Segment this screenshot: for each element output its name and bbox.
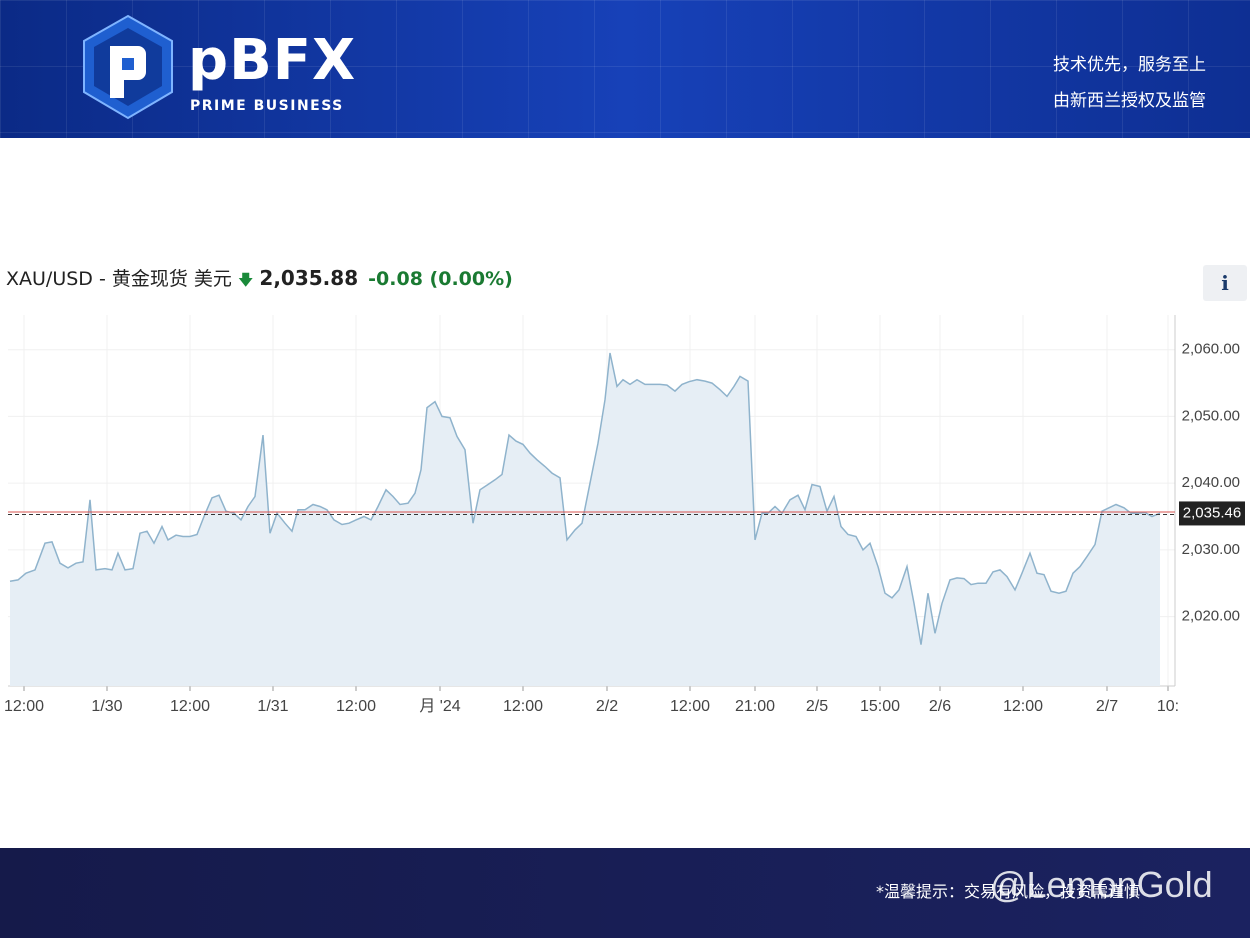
price-label-box [1179, 501, 1245, 526]
footer: *温馨提示：交易有风险，投资需谨慎 @LemonGold [0, 848, 1250, 938]
info-button[interactable]: i [1203, 265, 1247, 301]
change: -0.08 (0.00%) [368, 268, 513, 290]
x-tick-label: 21:00 [735, 698, 775, 715]
x-tick-label: 12:00 [503, 698, 543, 715]
logo-icon [83, 14, 173, 120]
chart-title: XAU/USD - 黄金现货 美元 [6, 268, 232, 290]
x-tick-label: 12:00 [4, 698, 44, 715]
y-tick-label: 2,030.00 [1182, 541, 1240, 558]
line [9, 352, 1161, 645]
x-tick-label: 12:00 [336, 698, 376, 715]
x-tick-label: 2/6 [929, 698, 951, 715]
y-tick-label: 2,050.00 [1182, 407, 1240, 424]
down-arrow: 🡇 [237, 271, 254, 289]
x-tick-label: 1/31 [257, 698, 288, 715]
price: 2,035.88 [259, 266, 359, 290]
logo-text: pBFX [188, 28, 357, 93]
x-tick-label: 15:00 [860, 698, 900, 715]
x-tick-label: 12:00 [670, 698, 710, 715]
y-tick-label: 2,040.00 [1182, 474, 1240, 491]
notice: *温馨提示：交易有风险，投资需谨慎 [876, 882, 1141, 901]
x-tick-label: 1/30 [91, 698, 122, 715]
logo-subtext: PRIME BUSINESS [190, 98, 344, 114]
header: pBFX PRIME BUSINESS 技术优先，服务至上 由新西兰授权及监管 [0, 0, 1250, 138]
area [10, 353, 1160, 686]
watermark: @LemonGold [990, 864, 1213, 905]
x-tick-label: 2/5 [806, 698, 828, 715]
price-label: 2,035.46 [1183, 504, 1241, 521]
x-tick-label: 12:00 [170, 698, 210, 715]
x-tick-label: 2/2 [596, 698, 618, 715]
quote-line: XAU/USD - 黄金现货 美元 🡇 2,035.88 -0.08 (0.00… [6, 264, 513, 295]
x-tick-label: 10: [1157, 698, 1179, 715]
y-tick-label: 2,020.00 [1182, 608, 1240, 625]
y-tick-label: 2,060.00 [1182, 341, 1240, 358]
slogan: 由新西兰授权及监管 [1053, 91, 1206, 111]
x-tick-label: 12:00 [1003, 698, 1043, 715]
slogan: 技术优先，服务至上 [1053, 55, 1206, 75]
x-tick-label: 月 '24 [419, 698, 460, 715]
x-tick-label: 2/7 [1096, 698, 1118, 715]
